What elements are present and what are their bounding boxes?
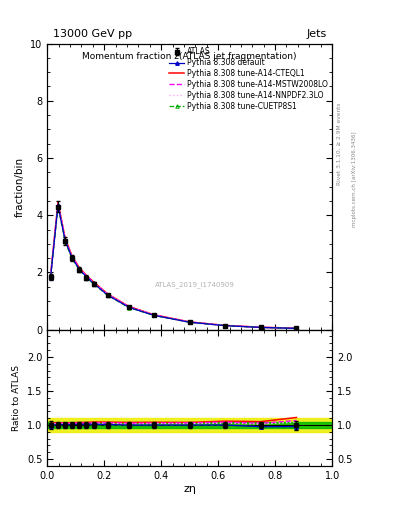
Pythia 8.308 default <box>63 238 68 244</box>
Line: Pythia 8.308 tune-A14-NNPDF2.3LO: Pythia 8.308 tune-A14-NNPDF2.3LO <box>51 204 296 328</box>
Pythia 8.308 default <box>223 323 228 329</box>
Pythia 8.308 tune-A14-MSTW2008LO <box>127 304 131 310</box>
Pythia 8.308 tune-A14-CTEQL1 <box>223 323 228 329</box>
Pythia 8.308 tune-A14-NNPDF2.3LO <box>187 319 192 325</box>
Pythia 8.308 tune-A14-CTEQL1 <box>70 253 74 259</box>
Pythia 8.308 tune-A14-CTEQL1 <box>187 319 192 325</box>
Line: Pythia 8.308 tune-A14-CTEQL1: Pythia 8.308 tune-A14-CTEQL1 <box>51 202 296 328</box>
Pythia 8.308 tune-A14-CTEQL1 <box>152 312 156 318</box>
Pythia 8.308 tune-A14-MSTW2008LO <box>91 280 96 286</box>
Pythia 8.308 tune-A14-CTEQL1 <box>294 325 299 331</box>
Pythia 8.308 default <box>294 325 299 331</box>
Bar <box>47 422 332 429</box>
Pythia 8.308 tune-CUETP8S1 <box>223 323 228 329</box>
Pythia 8.308 tune-A14-CTEQL1 <box>48 272 53 279</box>
Pythia 8.308 tune-A14-NNPDF2.3LO <box>223 323 228 329</box>
Y-axis label: Ratio to ATLAS: Ratio to ATLAS <box>12 365 21 431</box>
Pythia 8.308 tune-A14-NNPDF2.3LO <box>63 236 68 242</box>
Pythia 8.308 tune-A14-MSTW2008LO <box>84 273 89 279</box>
Pythia 8.308 tune-CUETP8S1 <box>70 255 74 262</box>
Pythia 8.308 default <box>187 319 192 325</box>
Pythia 8.308 tune-A14-CTEQL1 <box>91 279 96 285</box>
Pythia 8.308 tune-CUETP8S1 <box>77 267 81 273</box>
Pythia 8.308 tune-A14-CTEQL1 <box>63 235 68 241</box>
Pythia 8.308 tune-A14-MSTW2008LO <box>152 312 156 318</box>
Text: Rivet 3.1.10, ≥ 2.9M events: Rivet 3.1.10, ≥ 2.9M events <box>337 102 342 185</box>
Pythia 8.308 tune-A14-MSTW2008LO <box>56 200 61 206</box>
Pythia 8.308 tune-A14-NNPDF2.3LO <box>105 291 110 297</box>
Pythia 8.308 tune-A14-NNPDF2.3LO <box>70 254 74 260</box>
Line: Pythia 8.308 default: Pythia 8.308 default <box>49 203 298 330</box>
Text: ATLAS_2019_I1740909: ATLAS_2019_I1740909 <box>155 282 235 288</box>
Pythia 8.308 tune-A14-NNPDF2.3LO <box>294 325 299 331</box>
Text: 13000 GeV pp: 13000 GeV pp <box>53 29 132 39</box>
Pythia 8.308 tune-A14-CTEQL1 <box>84 272 89 279</box>
Pythia 8.308 tune-CUETP8S1 <box>294 325 299 331</box>
Pythia 8.308 tune-A14-NNPDF2.3LO <box>84 273 89 280</box>
X-axis label: zη: zη <box>183 483 196 494</box>
Pythia 8.308 default <box>48 274 53 281</box>
Pythia 8.308 tune-A14-MSTW2008LO <box>259 324 263 330</box>
Pythia 8.308 default <box>70 254 74 261</box>
Pythia 8.308 tune-CUETP8S1 <box>152 312 156 318</box>
Pythia 8.308 tune-A14-MSTW2008LO <box>187 319 192 325</box>
Pythia 8.308 tune-CUETP8S1 <box>259 325 263 331</box>
Pythia 8.308 default <box>77 266 81 272</box>
Pythia 8.308 tune-A14-MSTW2008LO <box>77 265 81 271</box>
Pythia 8.308 tune-A14-NNPDF2.3LO <box>259 324 263 330</box>
Pythia 8.308 tune-CUETP8S1 <box>48 274 53 280</box>
Pythia 8.308 tune-CUETP8S1 <box>91 281 96 287</box>
Pythia 8.308 tune-A14-CTEQL1 <box>105 291 110 297</box>
Pythia 8.308 default <box>91 280 96 286</box>
Pythia 8.308 tune-A14-MSTW2008LO <box>223 323 228 329</box>
Legend: ATLAS, Pythia 8.308 default, Pythia 8.308 tune-A14-CTEQL1, Pythia 8.308 tune-A14: ATLAS, Pythia 8.308 default, Pythia 8.30… <box>167 46 330 113</box>
Pythia 8.308 tune-A14-CTEQL1 <box>77 264 81 270</box>
Pythia 8.308 tune-A14-MSTW2008LO <box>48 273 53 279</box>
Pythia 8.308 tune-CUETP8S1 <box>105 292 110 298</box>
Line: Pythia 8.308 tune-A14-MSTW2008LO: Pythia 8.308 tune-A14-MSTW2008LO <box>51 203 296 328</box>
Pythia 8.308 tune-A14-NNPDF2.3LO <box>152 312 156 318</box>
Pythia 8.308 tune-A14-MSTW2008LO <box>70 253 74 260</box>
Line: Pythia 8.308 tune-CUETP8S1: Pythia 8.308 tune-CUETP8S1 <box>49 205 298 330</box>
Pythia 8.308 tune-CUETP8S1 <box>187 319 192 326</box>
Pythia 8.308 tune-A14-MSTW2008LO <box>105 291 110 297</box>
Pythia 8.308 tune-CUETP8S1 <box>56 204 61 210</box>
Pythia 8.308 default <box>105 292 110 298</box>
Pythia 8.308 tune-CUETP8S1 <box>63 239 68 245</box>
Bar <box>47 418 332 432</box>
Pythia 8.308 tune-A14-NNPDF2.3LO <box>56 201 61 207</box>
Pythia 8.308 tune-A14-NNPDF2.3LO <box>48 273 53 279</box>
Pythia 8.308 tune-A14-NNPDF2.3LO <box>77 265 81 271</box>
Pythia 8.308 tune-A14-NNPDF2.3LO <box>127 304 131 310</box>
Pythia 8.308 tune-CUETP8S1 <box>127 305 131 311</box>
Y-axis label: fraction/bin: fraction/bin <box>15 157 24 217</box>
Pythia 8.308 tune-A14-CTEQL1 <box>127 304 131 310</box>
Pythia 8.308 default <box>152 312 156 318</box>
Pythia 8.308 default <box>127 304 131 310</box>
Pythia 8.308 tune-A14-NNPDF2.3LO <box>91 280 96 286</box>
Pythia 8.308 tune-A14-CTEQL1 <box>259 324 263 330</box>
Text: Momentum fraction z(ATLAS jet fragmentation): Momentum fraction z(ATLAS jet fragmentat… <box>83 52 297 61</box>
Pythia 8.308 default <box>84 274 89 280</box>
Pythia 8.308 tune-A14-MSTW2008LO <box>294 325 299 331</box>
Pythia 8.308 default <box>56 202 61 208</box>
Text: mcplots.cern.ch [arXiv:1306.3436]: mcplots.cern.ch [arXiv:1306.3436] <box>352 132 357 227</box>
Pythia 8.308 tune-A14-CTEQL1 <box>56 199 61 205</box>
Pythia 8.308 tune-A14-MSTW2008LO <box>63 236 68 242</box>
Text: Jets: Jets <box>306 29 326 39</box>
Pythia 8.308 tune-CUETP8S1 <box>84 274 89 281</box>
Pythia 8.308 default <box>259 325 263 331</box>
